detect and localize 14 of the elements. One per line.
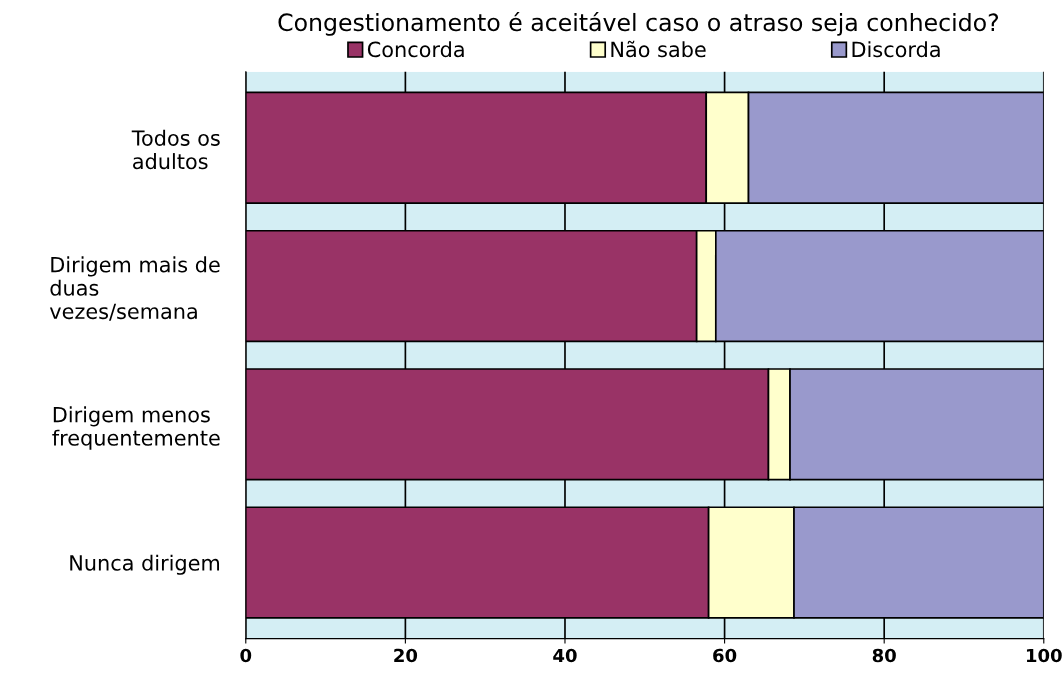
x-tick-label: 80 (872, 648, 896, 663)
y-tick-label: Dirigem menos frequentemente (52, 406, 220, 450)
y-tick-label: Todos os adultos (131, 129, 220, 170)
y-tick-label: Nunca dirigem (70, 554, 220, 575)
y-tick-label: Dirigem mais de duas vezes/semana (49, 256, 220, 321)
chart-title: Congestionamento é aceitável caso o atraso seja conhecido? (278, 12, 999, 36)
legend-label: Concorda (367, 41, 464, 58)
x-tick-label: 100 (1026, 648, 1062, 663)
x-tick-label: 40 (553, 648, 577, 663)
x-tick-label: 20 (394, 648, 418, 663)
legend-label: Não sabe (611, 40, 706, 58)
x-tick-label: 0 (240, 648, 252, 663)
legend-label: Discorda (852, 41, 940, 58)
x-tick-label: 60 (713, 648, 737, 663)
